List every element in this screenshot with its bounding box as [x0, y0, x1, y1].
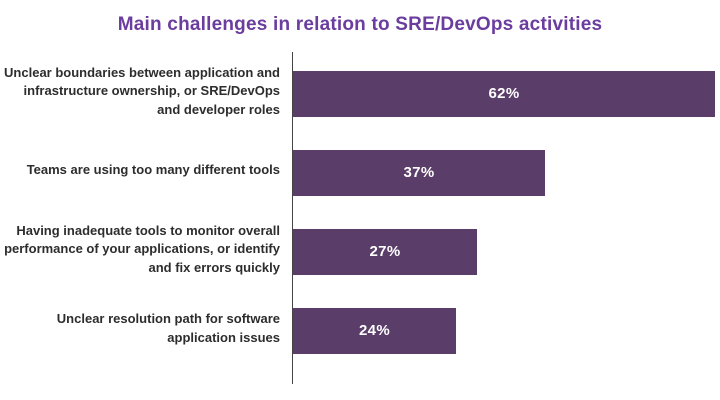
- chart-row-bar: 37%: [293, 133, 720, 212]
- bar-chart: Unclear boundaries between application a…: [0, 52, 720, 390]
- bar: 24%: [293, 307, 456, 354]
- bars-column: 62% 37% 27% 24%: [292, 52, 720, 384]
- bar-value-label: 27%: [369, 243, 401, 260]
- category-label: Teams are using too many different tools: [26, 162, 280, 178]
- bar-value-label: 24%: [359, 322, 390, 339]
- bar: 27%: [293, 228, 477, 275]
- bar: 37%: [293, 149, 545, 196]
- category-label: Unclear boundaries between application a…: [4, 65, 280, 117]
- chart-row-label: Teams are using too many different tools: [0, 131, 292, 210]
- chart-row-bar: 24%: [293, 291, 720, 370]
- category-labels-column: Unclear boundaries between application a…: [0, 52, 292, 384]
- category-label: Unclear resolution path for software app…: [56, 311, 280, 345]
- bar: 62%: [293, 70, 715, 117]
- category-label: Having inadequate tools to monitor overa…: [4, 223, 280, 275]
- chart-row-bar: 27%: [293, 212, 720, 291]
- chart-row-label: Having inadequate tools to monitor overa…: [0, 210, 292, 289]
- bar-value-label: 37%: [403, 164, 435, 181]
- chart-row-bar: 62%: [293, 54, 720, 133]
- chart-title: Main challenges in relation to SRE/DevOp…: [117, 14, 603, 35]
- chart-row-label: Unclear resolution path for software app…: [0, 289, 292, 368]
- chart-row-label: Unclear boundaries between application a…: [0, 52, 292, 131]
- bar-value-label: 62%: [488, 85, 520, 102]
